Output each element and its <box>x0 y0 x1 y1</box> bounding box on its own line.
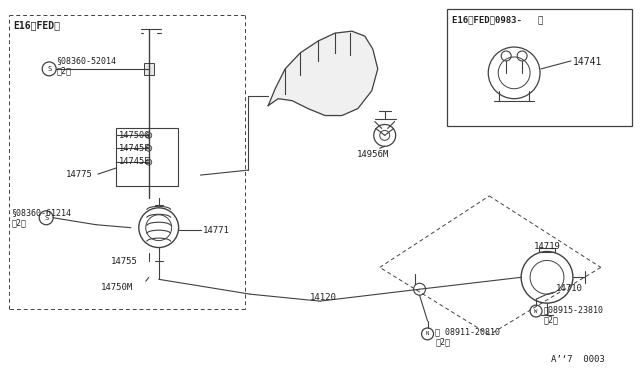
Text: S: S <box>47 66 51 72</box>
Text: W: W <box>534 308 538 314</box>
Bar <box>447 9 632 126</box>
Text: 14956M: 14956M <box>357 150 389 159</box>
Text: 14719: 14719 <box>534 241 561 251</box>
Circle shape <box>146 159 152 165</box>
Text: 14771: 14771 <box>202 226 229 235</box>
Circle shape <box>146 132 152 138</box>
Text: §08360-52014
（2）: §08360-52014 （2） <box>56 56 116 76</box>
Text: N: N <box>426 331 429 336</box>
Circle shape <box>146 145 152 151</box>
Text: E16〈FED〉: E16〈FED〉 <box>13 20 60 30</box>
Text: E16〈FED〉0983-   〉: E16〈FED〉0983- 〉 <box>452 15 544 24</box>
Polygon shape <box>268 31 378 116</box>
Text: 14750G: 14750G <box>119 131 150 140</box>
Text: A’‘7  0003: A’‘7 0003 <box>551 355 605 364</box>
Text: 14741: 14741 <box>573 57 602 67</box>
Text: 14750M: 14750M <box>101 283 133 292</box>
Text: 14775: 14775 <box>66 170 93 179</box>
Text: Ⓝ 08911-20810
（2）: Ⓝ 08911-20810 （2） <box>435 327 500 346</box>
Bar <box>116 128 178 186</box>
Text: 14120: 14120 <box>310 293 337 302</box>
Text: S: S <box>44 215 48 221</box>
Text: 14755: 14755 <box>111 257 138 266</box>
Text: Ⓦ08915-23810
（2）: Ⓦ08915-23810 （2） <box>544 305 604 324</box>
Text: 14745E: 14745E <box>119 157 150 166</box>
Text: 14745F: 14745F <box>119 144 150 153</box>
Text: §08360-61214
（2）: §08360-61214 （2） <box>12 208 71 227</box>
Bar <box>144 63 154 75</box>
Text: 14710: 14710 <box>556 284 583 293</box>
